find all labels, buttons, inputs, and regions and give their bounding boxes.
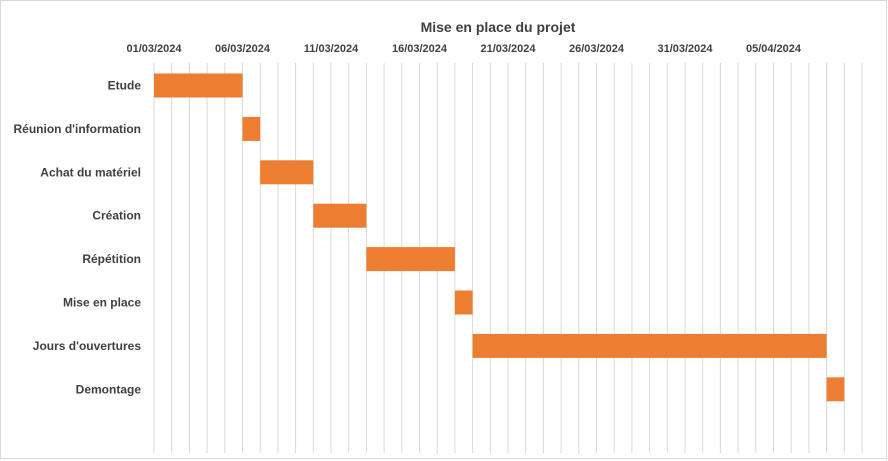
task-label: Mise en place [63,296,141,310]
task-bars [154,73,845,402]
x-tick-label: 31/03/2024 [657,43,713,55]
task-label: Etude [108,79,142,93]
task-label: Création [92,209,141,223]
task-label: Réunion d'information [13,122,141,136]
chart-title: Mise en place du projet [421,19,576,35]
x-tick-label: 26/03/2024 [569,43,625,55]
task-bar [826,377,845,402]
x-tick-label: 16/03/2024 [392,43,448,55]
x-tick-label: 05/04/2024 [746,43,802,55]
task-bar [454,290,473,315]
x-tick-label: 06/03/2024 [215,43,271,55]
task-label: Jours d'ouvertures [33,339,142,353]
task-label: Achat du matériel [40,165,141,179]
task-bar [313,203,367,228]
task-bar [260,160,314,185]
task-bar [154,73,243,98]
x-tick-label: 21/03/2024 [480,43,536,55]
task-labels: Etude Réunion d'information Achat du matér… [13,79,141,397]
x-tick-label: 01/03/2024 [126,43,182,55]
task-bar [242,116,261,141]
task-bar [366,247,455,272]
x-axis-ticks: 01/03/2024 06/03/2024 11/03/2024 16/03/2024… [126,43,801,55]
task-bar [472,333,827,358]
x-tick-label: 11/03/2024 [304,43,359,55]
task-label: Demontage [76,382,142,396]
task-label: Répétition [82,252,141,266]
